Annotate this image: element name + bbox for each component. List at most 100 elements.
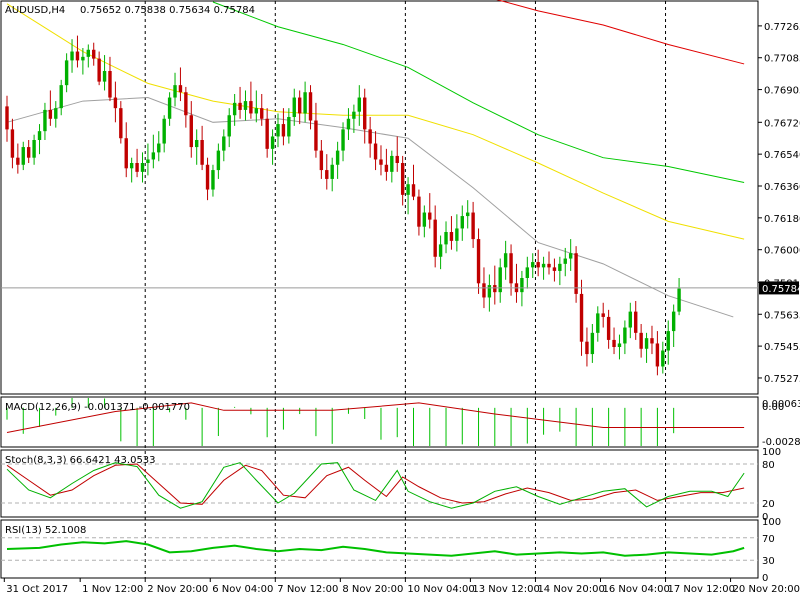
candle[interactable] <box>671 304 676 347</box>
candle[interactable] <box>86 44 90 68</box>
candle[interactable] <box>428 193 432 229</box>
candle[interactable] <box>129 157 134 183</box>
candle[interactable] <box>520 270 524 307</box>
candle[interactable] <box>644 332 649 363</box>
candle[interactable] <box>10 118 15 169</box>
candle[interactable] <box>503 240 508 280</box>
candle[interactable] <box>509 244 513 296</box>
candle[interactable] <box>303 81 307 123</box>
candle[interactable] <box>265 108 269 158</box>
candle[interactable] <box>346 108 351 140</box>
candle[interactable] <box>195 129 199 165</box>
candle[interactable] <box>444 221 448 254</box>
candle[interactable] <box>64 53 69 93</box>
candle[interactable] <box>70 39 74 73</box>
candle[interactable] <box>400 155 405 206</box>
candle[interactable] <box>157 131 161 162</box>
candle[interactable] <box>276 113 280 148</box>
candle[interactable] <box>26 140 31 163</box>
candle[interactable] <box>395 136 399 172</box>
candle[interactable] <box>335 141 340 179</box>
candle[interactable] <box>661 341 665 374</box>
candle[interactable] <box>666 320 670 365</box>
candle[interactable] <box>308 85 313 130</box>
candle[interactable] <box>249 81 253 119</box>
candle[interactable] <box>5 95 9 142</box>
candle[interactable] <box>612 327 616 355</box>
candle[interactable] <box>113 81 118 123</box>
rsi-pane[interactable]: 100 70 30 0 RSI(13) 52.1008 <box>0 517 781 584</box>
candle[interactable] <box>287 108 291 144</box>
candle[interactable] <box>92 42 96 66</box>
candle[interactable] <box>476 228 481 294</box>
candle[interactable] <box>601 302 605 328</box>
candle[interactable] <box>173 72 177 107</box>
candle[interactable] <box>59 79 63 116</box>
candle[interactable] <box>205 157 210 201</box>
candle[interactable] <box>357 85 361 126</box>
candle[interactable] <box>21 141 25 171</box>
candles[interactable] <box>5 35 681 376</box>
candle[interactable] <box>596 306 600 342</box>
candle[interactable] <box>579 279 584 356</box>
candle[interactable] <box>541 256 546 280</box>
candle[interactable] <box>54 101 58 128</box>
candle[interactable] <box>216 143 221 179</box>
candle[interactable] <box>270 129 275 165</box>
candle[interactable] <box>455 214 459 252</box>
candle[interactable] <box>531 253 535 278</box>
candle[interactable] <box>16 143 20 174</box>
candle[interactable] <box>558 256 562 286</box>
candle[interactable] <box>368 117 372 158</box>
candle[interactable] <box>232 94 237 126</box>
candle[interactable] <box>297 90 302 125</box>
candle[interactable] <box>498 258 502 303</box>
candle[interactable] <box>146 143 150 176</box>
candle[interactable] <box>363 88 367 144</box>
candle[interactable] <box>140 152 145 183</box>
candle[interactable] <box>200 125 204 171</box>
candle[interactable] <box>373 131 378 171</box>
candle[interactable] <box>390 150 394 183</box>
candle[interactable] <box>493 265 497 305</box>
candle[interactable] <box>449 216 454 250</box>
candle[interactable] <box>243 90 248 121</box>
candle[interactable] <box>325 154 329 190</box>
candle[interactable] <box>617 334 622 360</box>
candle[interactable] <box>606 309 611 349</box>
candle[interactable] <box>341 122 345 162</box>
candle[interactable] <box>466 200 470 229</box>
candle[interactable] <box>590 324 595 363</box>
candle[interactable] <box>108 56 112 102</box>
candle[interactable] <box>167 92 172 126</box>
candle[interactable] <box>211 164 215 197</box>
candle[interactable] <box>471 201 475 248</box>
candle[interactable] <box>563 247 567 277</box>
candle[interactable] <box>417 189 421 236</box>
candle[interactable] <box>37 124 42 155</box>
candle[interactable] <box>292 88 296 126</box>
candle[interactable] <box>97 51 101 86</box>
candle[interactable] <box>422 205 427 238</box>
candle[interactable] <box>536 249 540 277</box>
candle[interactable] <box>487 274 492 312</box>
candle[interactable] <box>585 327 589 367</box>
candle[interactable] <box>32 134 36 165</box>
candle[interactable] <box>384 148 389 181</box>
candle[interactable] <box>43 102 47 140</box>
candle[interactable] <box>238 86 242 119</box>
candle[interactable] <box>281 108 286 146</box>
candle[interactable] <box>102 55 107 91</box>
candle[interactable] <box>433 205 437 268</box>
candle[interactable] <box>135 148 139 178</box>
candle[interactable] <box>124 122 128 178</box>
candle[interactable] <box>151 134 156 169</box>
candle[interactable] <box>438 235 443 270</box>
candle[interactable] <box>81 48 85 75</box>
candle[interactable] <box>406 177 410 215</box>
candle[interactable] <box>75 35 80 68</box>
candle[interactable] <box>178 67 183 102</box>
candle[interactable] <box>628 302 632 339</box>
